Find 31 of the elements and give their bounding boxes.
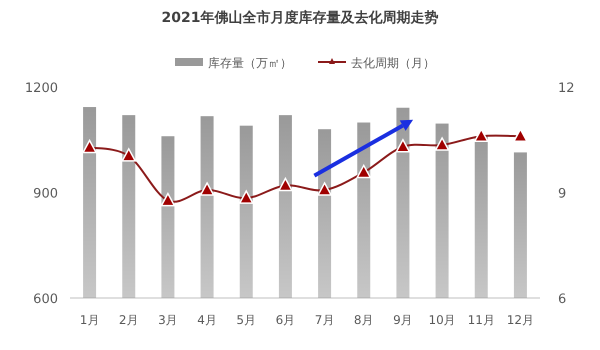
y2-tick-label: 12: [558, 81, 575, 96]
x-tick-label: 11月: [468, 313, 495, 327]
x-tick-label: 12月: [506, 313, 534, 327]
y2-tick-label: 9: [558, 186, 566, 202]
x-tick-label: 7月: [314, 313, 334, 327]
point: [200, 182, 214, 196]
point: [122, 148, 136, 162]
point: [82, 140, 97, 154]
point: [356, 164, 371, 178]
y-tick-label: 600: [33, 292, 58, 307]
point: [239, 190, 254, 204]
x-tick-label: 4月: [197, 313, 217, 327]
point: [434, 137, 450, 151]
x-tick-label: 5月: [236, 313, 256, 327]
x-tick-label: 6月: [276, 313, 296, 327]
x-tick-label: 1月: [80, 313, 100, 327]
x-tick-label: 3月: [158, 313, 178, 327]
y-tick-label: 1200: [24, 81, 58, 96]
point: [160, 192, 176, 206]
chart-title: 2021年佛山全市月度库存量及去化周期走势: [162, 9, 438, 26]
x-tick-label: 9月: [393, 313, 413, 327]
point: [317, 182, 332, 196]
point: [396, 139, 410, 153]
y2-tick-label: 6: [558, 292, 566, 307]
legend-label: 库存量（万㎡）: [208, 56, 292, 70]
y-tick-label: 900: [33, 186, 58, 202]
point: [278, 178, 293, 192]
x-tick-label: 2月: [118, 313, 139, 327]
x-tick-label: 10月: [428, 313, 456, 327]
legend-label: 去化周期（月）: [351, 56, 435, 70]
x-tick-label: 8月: [354, 313, 374, 327]
